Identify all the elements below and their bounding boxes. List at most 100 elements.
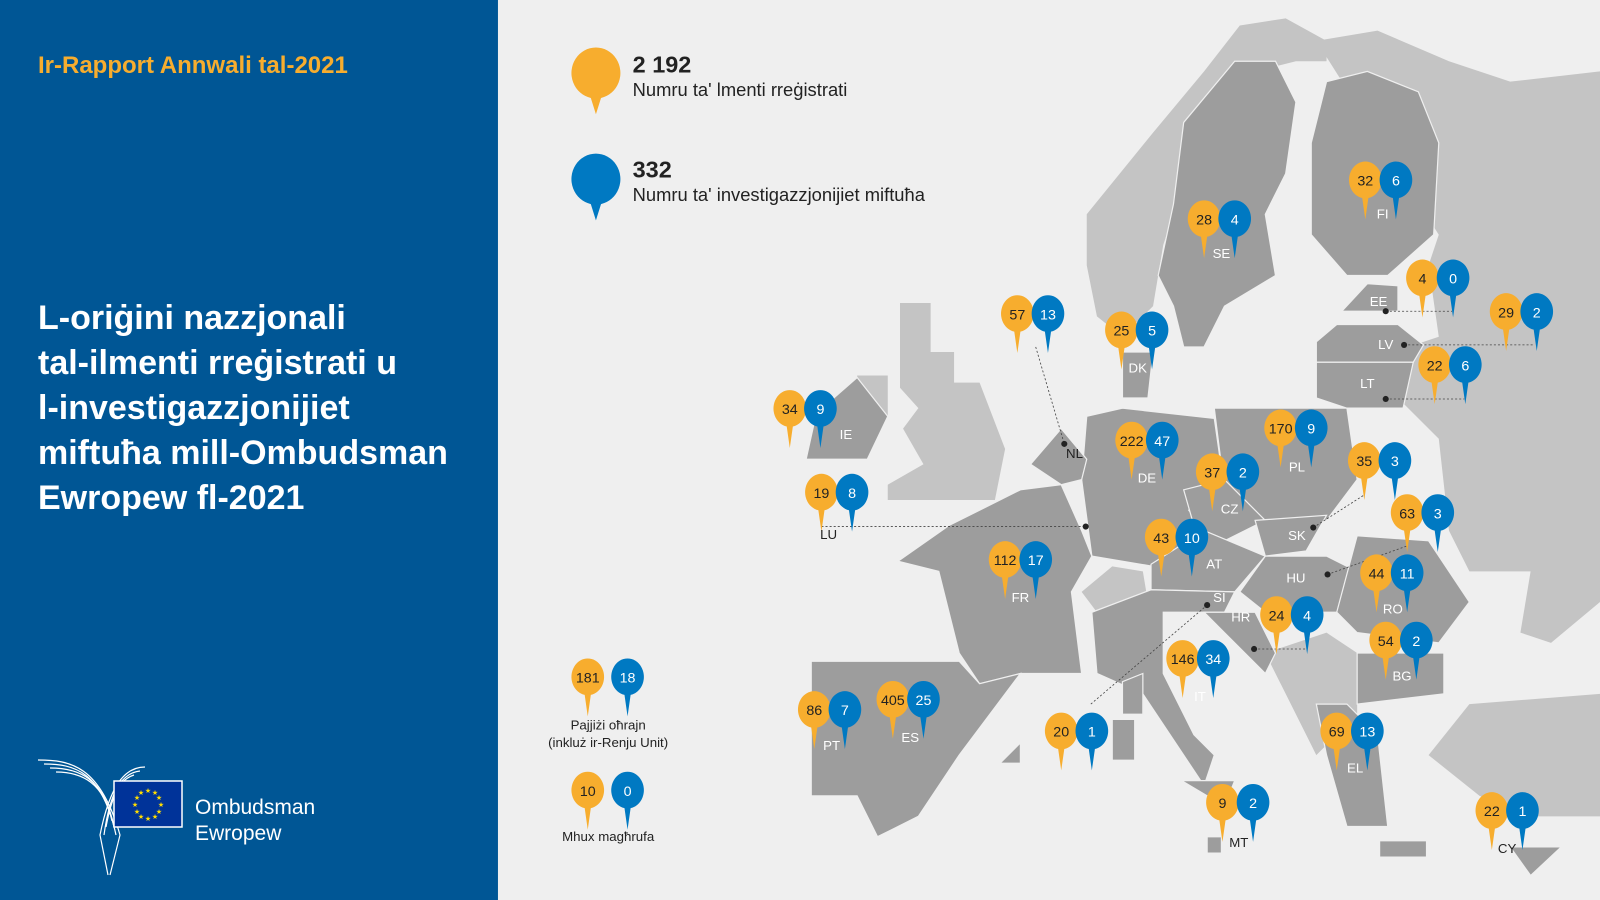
complaints-pin: 22 [1418,346,1452,405]
inquiries-pin: 7 [828,691,862,749]
inquiries-pin-marker [1290,596,1324,655]
inquiries-pin-value: 8 [848,486,856,502]
country-code-hr: HR [1231,609,1250,624]
other-countries-group: Pajjiżi oħrajn (inkluż ir-Renju Unit) [548,718,668,750]
inquiries-pin: 0 [611,771,644,830]
complaints-pin: 181 [571,658,605,717]
complaints-pin-marker [1187,200,1221,259]
complaints-pin-value: 22 [1484,804,1500,820]
complaints-pin-value: 32 [1357,174,1373,190]
inquiries-pin-value: 2 [1533,305,1541,321]
complaints-pin-marker [988,541,1022,599]
complaints-pin-marker [1264,409,1297,468]
inquiries-pin-marker [1075,712,1109,771]
inquiries-pin-marker [611,658,644,717]
orange-pin-icon [571,47,621,115]
complaints-pin-marker [1390,494,1424,553]
inquiries-pin: 6 [1379,161,1413,220]
complaints-pin-value: 10 [580,784,596,800]
inquiries-pin-value: 13 [1040,307,1056,323]
complaints-pin: 44 [1360,554,1393,613]
title-line: tal-ilmenti rreġistrati u [38,344,397,382]
inquiries-pin: 4 [1290,596,1324,655]
logo-line: Ombudsman [195,796,316,819]
inquiries-pin: 0 [1436,259,1470,318]
inquiries-pin-value: 9 [1307,422,1315,438]
inquiries-pin: 6 [1448,346,1482,405]
inquiries-pin-value: 2 [1249,796,1257,812]
country-code-es: ES [901,730,919,745]
svg-text:★: ★ [152,813,158,821]
complaints-pin-marker [1418,346,1452,405]
complaints-pin-marker [571,771,605,830]
inquiries-pin-marker [1196,640,1230,698]
inquiries-pin-marker [1351,712,1384,771]
inquiries-pin-value: 1 [1518,804,1526,820]
unknown-group: Mhux magħrufa [562,829,655,844]
country-code-lt: LT [1360,376,1374,391]
inquiries-pin-value: 47 [1154,434,1170,450]
inquiries-pin-value: 18 [620,671,636,687]
country-code-mt: MT [1229,835,1248,850]
legend-inquiries: 332 Numru ta' investigazzjonijiet miftuħ… [571,153,926,221]
complaints-pin: 24 [1260,596,1293,655]
complaints-pin-value: 19 [813,486,829,502]
svg-text:★: ★ [156,794,162,802]
blue-pin-icon [571,153,621,221]
inquiries-pin: 13 [1351,712,1384,771]
svg-text:★: ★ [158,801,164,809]
complaints-pin: 69 [1320,712,1354,771]
inquiries-pin-marker [1175,518,1209,577]
complaints-pin-value: 43 [1153,531,1169,547]
inquiries-pin: 34 [1196,640,1230,698]
complaints-pin: 4 [1406,259,1439,318]
complaints-pin-value: 20 [1053,725,1069,741]
unknown-label: Mhux magħrufa [562,829,655,844]
inquiries-pin-marker [1031,295,1065,354]
complaints-pin-value: 57 [1009,307,1025,323]
country-code-pt: PT [823,738,840,753]
country-code-lv: LV [1378,337,1393,352]
country-code-ie: IE [840,427,853,442]
country-code-se: SE [1213,246,1231,261]
inquiries-pin-value: 6 [1392,174,1400,190]
page-title: L-oriġini nazzjonali tal-ilmenti rreġist… [38,296,498,521]
inquiries-pin-value: 4 [1231,212,1239,228]
complaints-pin: 22 [1475,792,1509,850]
complaints-pin: 112 [988,541,1022,599]
inquiries-pin: 47 [1145,421,1179,480]
inquiries-pin-marker [1135,311,1169,370]
country-code-dk: DK [1129,360,1148,375]
complaints-pin: 25 [1105,311,1138,370]
country-code-fr: FR [1012,590,1030,605]
svg-text:★: ★ [132,801,138,809]
title-panel: Ir-Rapport Annwali tal-2021 L-oriġini na… [0,0,498,900]
inquiries-pin: 3 [1378,442,1412,500]
complaints-pin-marker [1206,783,1239,842]
complaints-pin-marker [1406,259,1439,318]
complaints-pin: 32 [1348,161,1382,220]
non-eu-land [857,18,1600,817]
complaints-pin-marker [1044,712,1078,771]
complaints-pin: 54 [1369,621,1403,680]
complaints-pin-value: 25 [1113,324,1129,340]
complaints-pin-value: 24 [1269,608,1285,624]
other-label-sub: (inkluż ir-Renju Unit) [548,735,668,750]
inquiries-pin-value: 25 [916,693,932,709]
complaints-pin-value: 9 [1218,796,1226,812]
inquiries-pin-marker [1506,792,1539,850]
complaints-pin-value: 405 [881,693,905,709]
country-code-nl: NL [1066,446,1083,461]
complaints-pin-marker [876,680,910,739]
inquiries-pin-marker [1145,421,1179,480]
complaints-pin-marker [773,390,807,448]
complaints-pin-marker [805,473,838,532]
inquiries-pin-value: 9 [816,402,824,418]
inquiries-pin-value: 2 [1412,634,1420,650]
eu-flag-icon [113,780,183,828]
country-code-el: EL [1347,760,1363,775]
country-code-bg: BG [1392,669,1411,684]
country-code-at: AT [1206,556,1222,571]
inquiries-pin-marker [804,390,837,448]
